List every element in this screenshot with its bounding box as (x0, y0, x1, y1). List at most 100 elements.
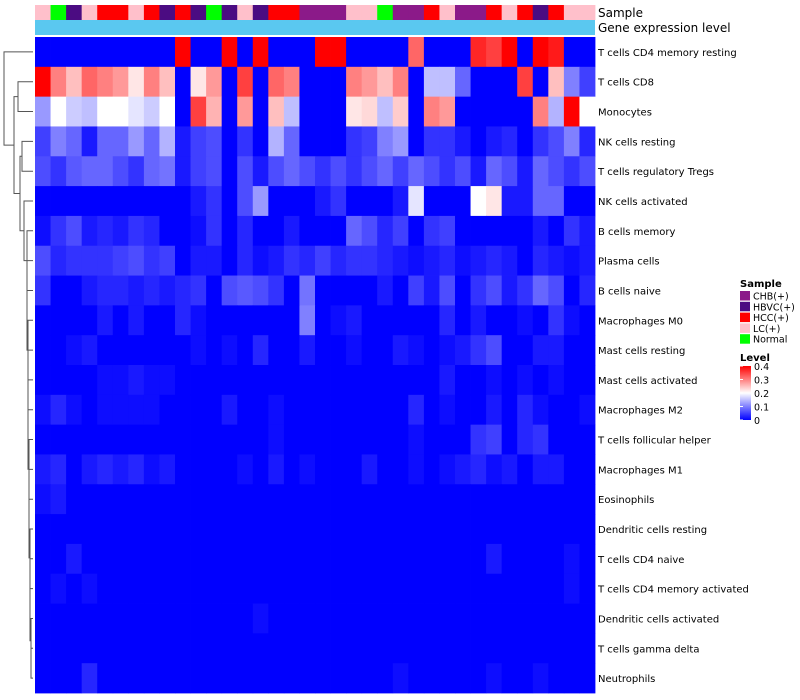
heatmap-cell (159, 394, 176, 426)
heatmap-cell (268, 215, 285, 247)
heatmap-cell (377, 156, 394, 187)
heatmap-cell (470, 96, 487, 127)
heatmap-cell (517, 365, 534, 396)
heatmap-cell (501, 424, 518, 455)
heatmap-cell (377, 335, 394, 366)
heatmap-cell (206, 335, 223, 366)
heatmap-cell (315, 365, 331, 396)
heatmap-cell (423, 335, 440, 366)
heatmap-cell (563, 335, 580, 366)
heatmap-cell (252, 126, 269, 157)
heatmap-cell (392, 514, 409, 545)
heatmap-cell (252, 275, 269, 306)
heatmap-cell (501, 603, 518, 634)
dendrogram-branch (28, 439, 33, 499)
heatmap-cell (128, 543, 145, 575)
heatmap-cell (501, 335, 518, 366)
heatmap-cell (361, 633, 378, 664)
heatmap-cell (35, 603, 51, 634)
heatmap-cell (455, 543, 471, 575)
heatmap-cell (517, 633, 534, 664)
heatmap-cell (501, 633, 518, 664)
heatmap-cell (128, 275, 145, 306)
heatmap-cell (299, 573, 316, 604)
heatmap-cell (97, 275, 114, 306)
heatmap-cell (330, 484, 347, 515)
heatmap-cell (439, 275, 456, 306)
heatmap-cell (501, 66, 518, 98)
heatmap-cell (439, 454, 456, 485)
heatmap-cell (501, 186, 518, 217)
row-dendrogram (3, 51, 33, 679)
heatmap-cell (455, 275, 471, 306)
heatmap-cell (299, 454, 316, 485)
heatmap-cell (315, 543, 331, 575)
heatmap-cell (517, 96, 534, 127)
heatmap-cell (35, 514, 51, 545)
heatmap-cell (50, 96, 67, 127)
heatmap-cell (548, 305, 565, 336)
heatmap-cell (392, 573, 409, 604)
heatmap-cell (97, 156, 114, 187)
heatmap-cell (190, 663, 207, 694)
heatmap-cell (532, 335, 549, 366)
heatmap-cell (35, 573, 51, 604)
heatmap-cell (81, 335, 98, 366)
heatmap-cell (175, 365, 191, 396)
heatmap-cell (455, 305, 471, 336)
heatmap-cell (330, 514, 347, 545)
heatmap-cell (112, 365, 129, 396)
heatmap-cell (81, 424, 98, 455)
heatmap-cell (439, 96, 456, 127)
heatmap-cell (81, 215, 98, 247)
heatmap-cell (532, 573, 549, 604)
heatmap-cell (377, 424, 394, 455)
heatmap-cell (532, 514, 549, 545)
heatmap-cell (252, 454, 269, 485)
heatmap-cell (315, 603, 331, 634)
heatmap-cell (268, 305, 285, 336)
heatmap-cell (486, 305, 503, 336)
heatmap-cell (563, 66, 580, 98)
sample-annotation-cell (563, 5, 580, 20)
heatmap-cell (517, 126, 534, 157)
heatmap-cell (66, 573, 83, 604)
heatmap-cell (175, 37, 191, 68)
heatmap-cell (299, 305, 316, 336)
heatmap-cell (439, 633, 456, 664)
heatmap-cell (128, 514, 145, 545)
heatmap-cell (81, 126, 98, 157)
heatmap-cell (408, 484, 425, 515)
heatmap-cell (408, 394, 425, 426)
heatmap-cell (221, 484, 238, 515)
heatmap-cell (190, 543, 207, 575)
heatmap-cell (377, 484, 394, 515)
heatmap-cell (579, 633, 596, 664)
heatmap-cell (252, 663, 269, 694)
heatmap-cell (128, 186, 145, 217)
heatmap-cell (579, 275, 596, 306)
legend-level-colorbar (740, 366, 751, 420)
heatmap-cell (563, 37, 580, 68)
heatmap-cell (501, 245, 518, 276)
heatmap-cell (128, 573, 145, 604)
heatmap-cell (470, 305, 487, 336)
heatmap-cell (346, 245, 363, 276)
heatmap-cell (175, 663, 191, 694)
heatmap-cell (517, 186, 534, 217)
heatmap-cell (392, 305, 409, 336)
heatmap-cell (206, 365, 223, 396)
sample-annotation-cell (112, 5, 129, 20)
heatmap-cell (315, 394, 331, 426)
heatmap-cell (50, 305, 67, 336)
heatmap-cell (283, 663, 300, 694)
heatmap-cell (128, 394, 145, 426)
heatmap-cell (470, 573, 487, 604)
heatmap-cell (579, 245, 596, 276)
heatmap-cell (579, 663, 596, 694)
dendrogram-branch (21, 140, 33, 172)
heatmap-cell (159, 365, 176, 396)
heatmap-cell (112, 275, 129, 306)
heatmap-cell (283, 275, 300, 306)
heatmap-cell (501, 543, 518, 575)
